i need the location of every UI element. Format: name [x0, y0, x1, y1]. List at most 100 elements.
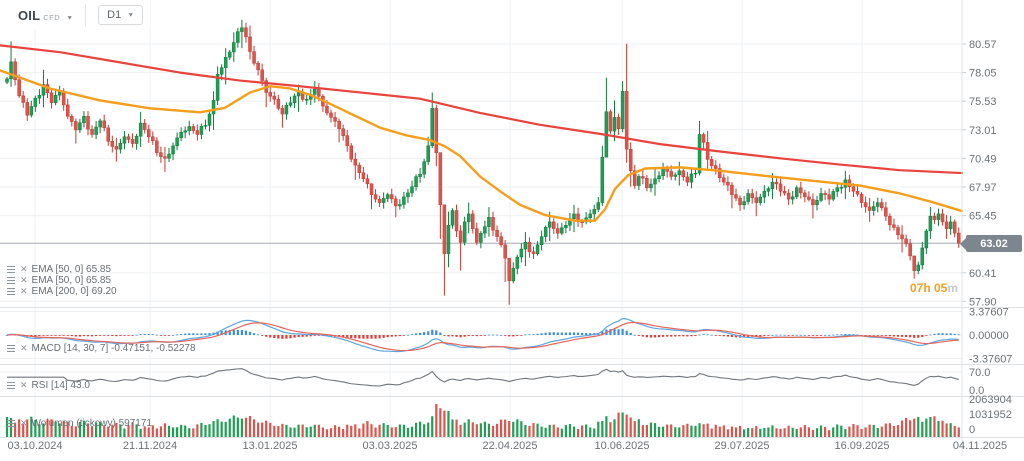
candlestick: [835, 187, 839, 192]
indicator-settings-icon[interactable]: [7, 382, 15, 389]
macd-histogram-bar: [362, 335, 365, 339]
candlestick: [134, 135, 139, 144]
macd-histogram-bar: [163, 335, 167, 336]
macd-histogram-bar: [637, 335, 640, 336]
candlestick: [831, 191, 835, 200]
macd-histogram-bar: [552, 332, 555, 335]
volume-tick-label: 2063904: [969, 394, 1012, 406]
volume-bar: [236, 417, 239, 437]
volume-bar: [103, 425, 106, 437]
indicator-settings-icon[interactable]: [7, 288, 15, 295]
macd-histogram-bar: [180, 333, 183, 335]
volume-bar: [459, 424, 462, 437]
candlestick: [928, 215, 933, 232]
candlestick: [936, 213, 941, 220]
indicator-label-text: RSI [14] 43.0: [31, 380, 90, 391]
macd-histogram-bar: [528, 334, 531, 336]
candlestick: [25, 102, 29, 116]
indicator-settings-icon[interactable]: [7, 266, 15, 273]
candlestick: [418, 173, 422, 177]
macd-histogram-bar: [556, 332, 559, 335]
macd-histogram-bar: [657, 335, 661, 338]
candlestick: [790, 196, 795, 200]
candlestick: [624, 91, 629, 150]
macd-histogram-bar: [572, 332, 576, 335]
candlestick: [649, 183, 653, 189]
indicator-close-icon[interactable]: ✕: [20, 380, 28, 390]
indicator-settings-icon[interactable]: [7, 420, 15, 427]
volume-bar: [147, 427, 150, 437]
candlestick: [317, 88, 321, 97]
candlestick: [552, 221, 556, 229]
macd-histogram-bar: [864, 335, 867, 336]
candlestick: [256, 62, 260, 71]
candlestick: [507, 257, 511, 282]
volume-bar: [560, 428, 563, 437]
volume-bar: [46, 419, 49, 437]
indicator-settings-icon[interactable]: [7, 345, 15, 352]
candlestick: [252, 51, 256, 64]
volume-bar: [390, 427, 393, 437]
macd-histogram-bar: [848, 334, 851, 335]
macd-histogram-bar: [410, 334, 414, 335]
candlestick: [86, 116, 90, 130]
volume-bar: [718, 426, 721, 437]
volume-bar: [508, 421, 511, 437]
volume-bar: [159, 426, 162, 437]
volume-bar: [564, 425, 567, 437]
candlestick: [471, 213, 475, 229]
macd-histogram-bar: [475, 335, 478, 337]
candlestick: [195, 130, 200, 135]
volume-bar: [491, 425, 495, 437]
volume-bar: [617, 412, 620, 437]
macd-histogram-bar: [613, 328, 616, 335]
volume-bar: [811, 429, 815, 437]
macd-histogram-bar: [257, 334, 260, 336]
volume-bar: [649, 422, 653, 437]
macd-histogram-bar: [508, 335, 511, 337]
macd-histogram-bar: [78, 335, 81, 337]
volume-bar: [819, 425, 823, 437]
macd-histogram-bar: [653, 335, 657, 338]
candlestick: [114, 146, 119, 150]
macd-histogram-bar: [123, 335, 126, 336]
rsi-tick-label: 70.0: [969, 367, 990, 379]
indicator-close-icon[interactable]: ✕: [20, 264, 28, 274]
indicator-close-icon[interactable]: ✕: [20, 418, 28, 428]
macd-histogram-bar: [313, 335, 316, 336]
volume-bar: [905, 417, 908, 437]
candlestick: [240, 27, 244, 32]
volume-bar: [585, 424, 588, 437]
volume-bar: [394, 427, 397, 437]
candlestick: [564, 225, 568, 228]
volume-bar: [99, 422, 102, 437]
price-tick-label: 57.90: [969, 296, 997, 308]
timeframe-selector[interactable]: D1 ▼: [98, 5, 144, 25]
rsi-tick-label: 0.0: [969, 385, 984, 397]
volume-bar: [119, 424, 122, 437]
indicator-close-icon[interactable]: ✕: [20, 286, 28, 296]
candlestick: [232, 42, 236, 53]
candlestick: [292, 95, 297, 103]
candlestick: [446, 225, 451, 254]
candlestick: [795, 187, 799, 198]
candlestick: [33, 97, 38, 107]
indicator-settings-icon[interactable]: [7, 277, 15, 284]
volume-bar: [212, 421, 215, 437]
candlestick: [762, 190, 767, 198]
volume-bar: [232, 415, 235, 437]
volume-bar: [115, 422, 118, 437]
macd-histogram-bar: [58, 335, 61, 336]
symbol-selector[interactable]: OIL CFD ▼: [18, 8, 73, 23]
volume-bar: [949, 423, 952, 437]
macd-histogram-bar: [487, 334, 491, 336]
candlestick: [450, 210, 455, 226]
indicator-close-icon[interactable]: ✕: [20, 275, 28, 285]
candlestick: [495, 229, 499, 237]
macd-histogram-bar: [143, 333, 146, 335]
candlestick: [738, 197, 742, 206]
candlestick: [183, 130, 187, 133]
indicator-close-icon[interactable]: ✕: [20, 343, 28, 353]
